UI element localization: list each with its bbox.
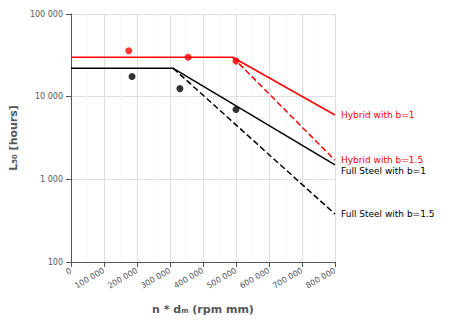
svg-text:0: 0 <box>64 266 73 276</box>
svg-text:200 000: 200 000 <box>106 266 139 290</box>
svg-text:500 000: 500 000 <box>205 266 238 290</box>
svg-text:600 000: 600 000 <box>238 266 271 290</box>
svg-text:100 000: 100 000 <box>73 266 106 290</box>
svg-text:100: 100 <box>48 258 63 267</box>
svg-text:L₅₀ [hours]: L₅₀ [hours] <box>7 105 20 171</box>
svg-text:Hybrid with b=1: Hybrid with b=1 <box>341 110 415 120</box>
svg-text:10 000: 10 000 <box>35 92 63 101</box>
svg-text:Full Steel with b=1: Full Steel with b=1 <box>341 166 426 176</box>
svg-text:800 000: 800 000 <box>304 266 337 290</box>
svg-text:700 000: 700 000 <box>271 266 304 290</box>
svg-text:Full Steel with b=1.5: Full Steel with b=1.5 <box>341 209 434 219</box>
svg-text:400 000: 400 000 <box>172 266 205 290</box>
svg-text:300 000: 300 000 <box>139 266 172 290</box>
svg-text:100 000: 100 000 <box>30 10 63 19</box>
svg-text:Hybrid with b=1.5: Hybrid with b=1.5 <box>341 155 423 165</box>
svg-text:n * dₘ (rpm mm): n * dₘ (rpm mm) <box>152 303 254 316</box>
svg-text:1 000: 1 000 <box>40 175 63 184</box>
